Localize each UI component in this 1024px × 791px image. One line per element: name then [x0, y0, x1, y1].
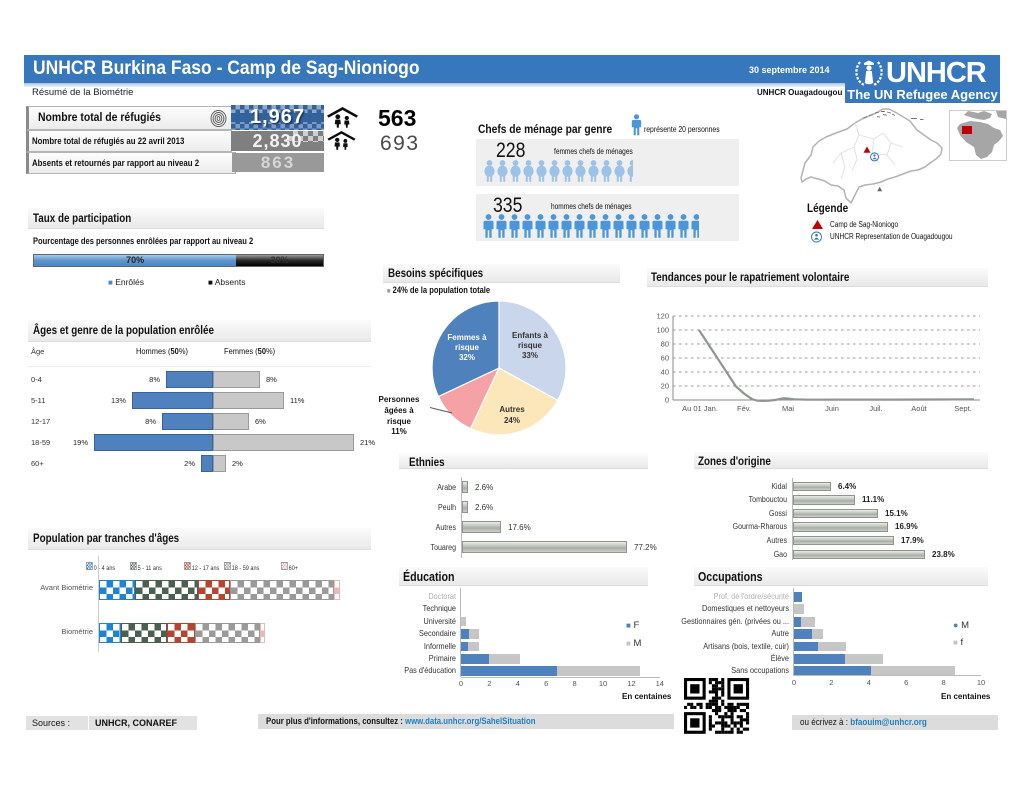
svg-text:40: 40: [661, 368, 669, 377]
svg-text:Fév.: Fév.: [737, 404, 751, 413]
svg-text:Août: Août: [911, 404, 927, 413]
svg-text:60: 60: [661, 354, 669, 363]
svg-text:20: 20: [661, 382, 669, 391]
svg-text:0: 0: [665, 396, 669, 405]
svg-text:Mai: Mai: [782, 404, 794, 413]
svg-text:80: 80: [661, 340, 669, 349]
svg-text:Au 01 Jan.: Au 01 Jan.: [682, 404, 718, 413]
svg-text:100: 100: [656, 326, 669, 335]
svg-text:Sept.: Sept.: [954, 404, 972, 413]
svg-text:120: 120: [656, 312, 669, 321]
svg-text:Juin: Juin: [825, 404, 839, 413]
svg-text:Juil.: Juil.: [869, 404, 882, 413]
